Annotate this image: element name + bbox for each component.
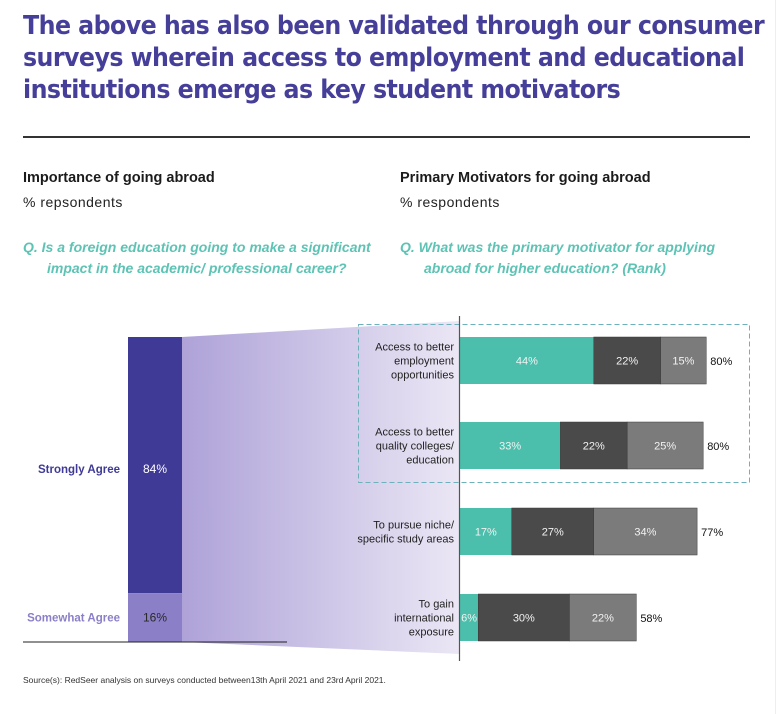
motivator-total-label: 77% [701,527,723,539]
motivator-segment-label: 25% [654,441,676,453]
motivator-bar-segment-rank-1 [460,337,594,384]
motivator-total-label: 58% [640,613,662,625]
title-divider [23,136,750,138]
motivator-row: 6% 30% 22% 58% To gain international exposure [394,593,663,642]
importance-category-label: Somewhat Agree [27,613,120,625]
motivator-category-label: To gain international exposure [394,599,454,639]
importance-value-label: 84% [143,462,167,476]
motivator-segment-label: 22% [592,613,614,625]
left-section-question: Q. Is a foreign education going to make … [23,237,393,279]
category-label-line: opportunities [391,370,454,382]
motivator-segment-label: 15% [672,356,694,368]
motivator-bar-segment-rank-2 [511,507,595,556]
category-label-line: exposure [409,627,454,639]
motivator-segment-label: 33% [499,441,521,453]
right-section-subtitle: % respondents [400,194,500,210]
question-text: Is a foreign education going to make a s… [41,239,371,276]
category-label-line: specific study areas [357,534,454,546]
motivator-row: 17% 27% 34% 77% To pursue niche/specific stu… [357,507,723,556]
category-label-line: Access to better [375,342,454,354]
motivator-bar-segment-rank-1 [460,594,479,641]
motivator-category-label: To pursue niche/specific study areas [357,520,455,546]
question-text: What was the primary motivator for apply… [418,239,716,276]
page-edge [775,0,776,714]
motivator-bar-segment-rank-2 [560,421,628,470]
category-label-line: quality colleges/ [376,441,455,453]
highlight-box [358,324,750,483]
motivator-bar-segment-rank-2 [593,336,661,385]
motivator-bar-segment-rank-3 [626,421,704,470]
motivator-bar-segment-rank-2 [477,593,570,642]
motivator-category-label: Access to better employment opportunities [375,342,454,382]
page-title: The above has also been validated throug… [23,11,765,105]
motivator-segment-label: 22% [583,441,605,453]
motivator-bar-segment-rank-1 [460,508,512,555]
motivator-segment-label: 6% [461,613,477,625]
category-label-line: Access to better [375,427,454,439]
right-section-question: Q. What was the primary motivator for ap… [400,237,760,279]
motivator-segment-label: 22% [616,356,638,368]
left-section-subtitle: % repsondents [23,194,123,210]
motivator-bar-segment-rank-3 [593,507,698,556]
category-label-line: To pursue niche/ [373,520,455,532]
importance-category-label: Strongly Agree [38,464,120,476]
importance-segment-strongly-agree [128,337,182,594]
source-note: Source(s): RedSeer analysis on surveys c… [23,675,386,685]
importance-segment-somewhat-agree [128,593,182,642]
question-prefix: Q. [400,239,415,255]
motivator-row: 44% 22% 15% 80% Access to better employment op… [375,336,732,385]
importance-value-label: 16% [143,611,167,625]
motivator-bar-segment-rank-1 [460,422,561,469]
motivator-segment-label: 17% [475,527,497,539]
category-label-line: employment [394,356,454,368]
category-label-line: To gain [419,599,454,611]
motivator-bar-segment-rank-3 [569,593,637,642]
motivator-category-label: Access to better quality colleges/educati… [375,427,455,467]
category-label-line: education [406,455,454,467]
motivator-segment-label: 27% [542,527,564,539]
motivator-bar-segment-rank-3 [660,336,707,385]
left-section-title: Importance of going abroad [23,170,215,186]
motivator-total-label: 80% [710,356,732,368]
motivators-chart: 44% 22% 15% 80% Access to better employment op… [357,336,732,642]
category-label-line: international [394,613,454,625]
question-prefix: Q. [23,239,38,255]
motivator-segment-label: 30% [513,613,535,625]
motivator-row: 33% 22% 25% 80% Access to better quality coll… [375,421,729,470]
motivator-segment-label: 34% [634,527,656,539]
right-section-title: Primary Motivators for going abroad [400,170,651,186]
funnel-connector [182,321,460,654]
motivator-total-label: 80% [707,441,729,453]
importance-chart: 84% Strongly Agree 16% Somewhat Agree [27,337,182,642]
motivator-segment-label: 44% [516,356,538,368]
